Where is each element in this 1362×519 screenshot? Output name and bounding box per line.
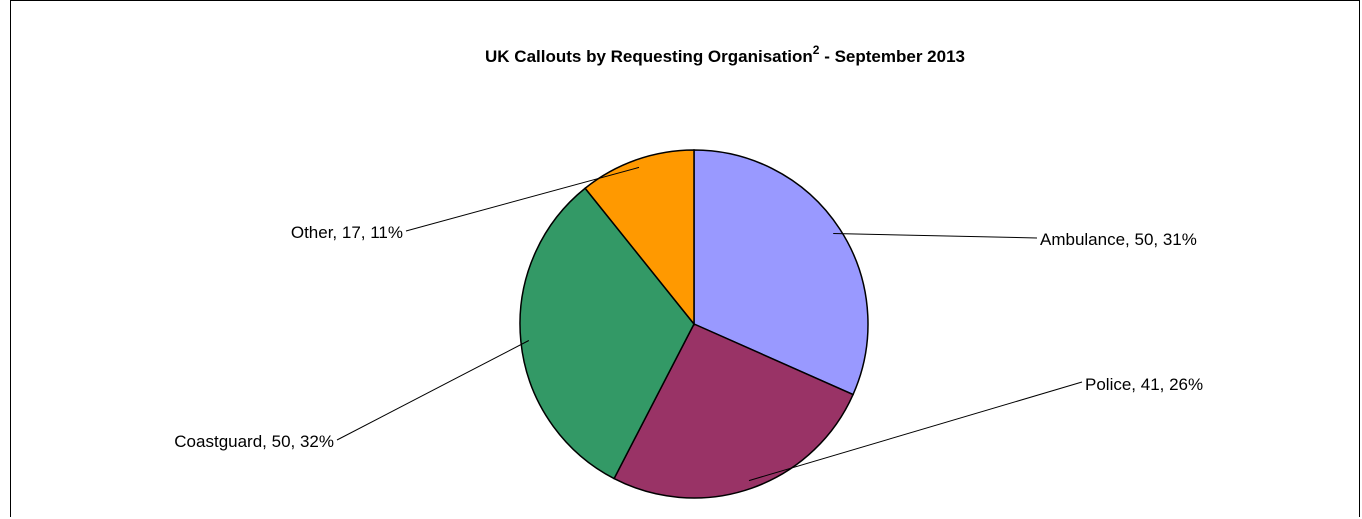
chart-title-superscript: 2 xyxy=(813,43,820,57)
chart-title-suffix: - September 2013 xyxy=(819,47,965,66)
slice-label-coastguard: Coastguard, 50, 32% xyxy=(174,432,334,451)
leader-line-coastguard xyxy=(336,340,530,441)
leader-line-police xyxy=(748,381,1083,482)
slice-label-police: Police, 41, 26% xyxy=(1085,375,1203,394)
pie-slice-police xyxy=(613,323,855,499)
pie-slices xyxy=(519,149,869,499)
slice-label-other: Other, 17, 11% xyxy=(291,223,403,242)
slice-label-ambulance: Ambulance, 50, 31% xyxy=(1040,230,1197,249)
chart-title: UK Callouts by Requesting Organisation2 … xyxy=(485,43,965,66)
leader-line-other xyxy=(405,166,640,232)
leader-line-ambulance xyxy=(833,233,1038,239)
pie-slice-other xyxy=(584,149,695,327)
leader-lines xyxy=(336,166,1083,482)
slice-labels: Ambulance, 50, 31% Police, 41, 26% Coastgu… xyxy=(174,223,1203,451)
pie-slice-coastguard xyxy=(519,187,695,480)
chart-title-main: UK Callouts by Requesting Organisation xyxy=(485,47,813,66)
pie-slice-ambulance xyxy=(693,149,869,396)
